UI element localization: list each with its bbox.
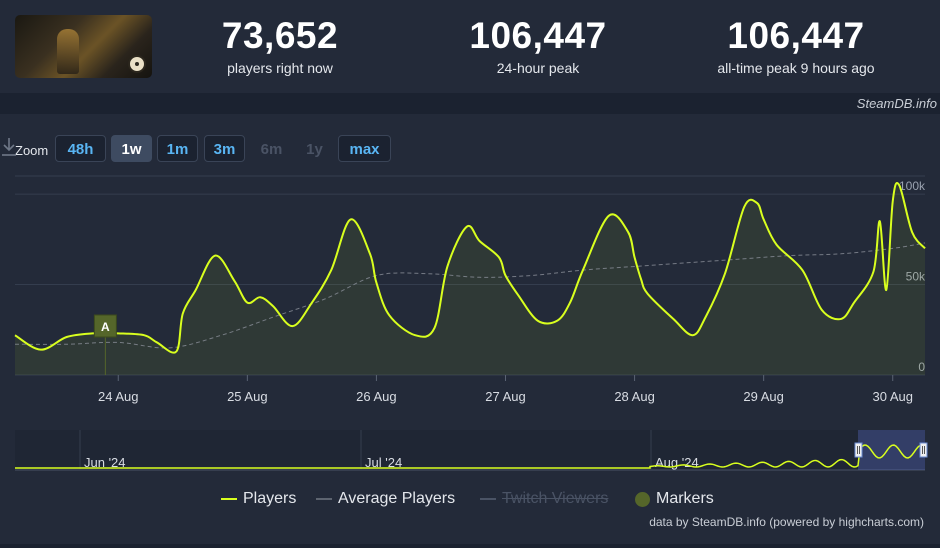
players-area (15, 182, 925, 375)
x-tick-label: 27 Aug (485, 389, 526, 404)
steamdb-credit[interactable]: SteamDB.info (856, 96, 937, 111)
handle-grip (919, 442, 928, 458)
download-icon[interactable] (0, 136, 18, 158)
zoom-1w-button[interactable]: 1w (111, 135, 152, 162)
24h-peak-value: 106,447 (469, 15, 607, 56)
navigator-selection (858, 430, 925, 470)
zoom-6m-button: 6m (260, 141, 283, 158)
average-players-line (14, 242, 926, 349)
y-tick-label: 0 (918, 360, 925, 374)
players-swatch (221, 498, 237, 500)
stats-header: 73,652 players right now 106,447 24-hour… (0, 0, 940, 93)
navigator-month-label: Jun '24 (84, 455, 126, 470)
current-players-label: players right now (227, 60, 333, 76)
y-tick-label: 50k (906, 270, 926, 284)
x-tick-label: 28 Aug (614, 389, 655, 404)
legend-markers-label: Markers (656, 490, 714, 507)
players-line (14, 181, 926, 354)
legend-average-label: Average Players (338, 490, 456, 507)
all-time-peak-label: all-time peak 9 hours ago (717, 60, 875, 76)
legend-twitch[interactable]: Twitch Viewers (480, 490, 608, 508)
x-tick-label: 30 Aug (872, 389, 913, 404)
y-tick-label: 100k (899, 179, 926, 193)
twitch-swatch (480, 498, 496, 500)
current-players-value: 73,652 (221, 15, 339, 56)
game-thumbnail[interactable] (15, 15, 152, 78)
chart-panel: Zoom 48h 1w 1m 3m 6m 1y max Players Aver… (0, 114, 940, 544)
average-swatch (316, 498, 332, 500)
zoom-1m-button[interactable]: 1m (157, 135, 198, 162)
legend-players-label: Players (243, 490, 297, 507)
navigator-right-handle[interactable] (919, 442, 928, 458)
current-players-stat: 73,652 players right now (200, 15, 360, 77)
legend-average[interactable]: Average Players (316, 490, 455, 508)
zoom-max-button[interactable]: max (338, 135, 391, 162)
x-tick-label: 26 Aug (356, 389, 397, 404)
legend-markers[interactable]: Markers (635, 490, 714, 508)
navigator-players-line (15, 444, 925, 469)
zoom-1y-button: 1y (306, 141, 323, 158)
zoom-3m-button[interactable]: 3m (204, 135, 245, 162)
marker-swatch (635, 491, 650, 507)
24h-peak-label: 24-hour peak (496, 60, 580, 76)
navigator-background (15, 430, 925, 470)
navigator-month-label: Aug '24 (655, 455, 699, 470)
navigator-month-label: Jul '24 (365, 455, 402, 470)
legend-players[interactable]: Players (221, 490, 296, 508)
navigator-left-handle[interactable] (854, 442, 863, 458)
all-time-peak-value: 106,447 (727, 15, 865, 56)
game-logo-icon (128, 55, 146, 73)
legend-twitch-label: Twitch Viewers (502, 490, 609, 507)
marker-a-box (93, 314, 117, 338)
24h-peak-stat: 106,447 24-hour peak (448, 15, 628, 77)
all-time-peak-stat: 106,447 all-time peak 9 hours ago (696, 15, 896, 77)
x-tick-label: 29 Aug (743, 389, 784, 404)
x-tick-label: 25 Aug (227, 389, 268, 404)
thumbnail-figure (57, 29, 79, 74)
marker-a-label: A (101, 320, 110, 334)
handle-grip (854, 442, 863, 458)
x-tick-label: 24 Aug (98, 389, 139, 404)
zoom-label: Zoom (15, 143, 49, 158)
zoom-48h-button[interactable]: 48h (55, 135, 106, 162)
chart-footer-credit[interactable]: data by SteamDB.info (powered by highcha… (649, 515, 924, 529)
